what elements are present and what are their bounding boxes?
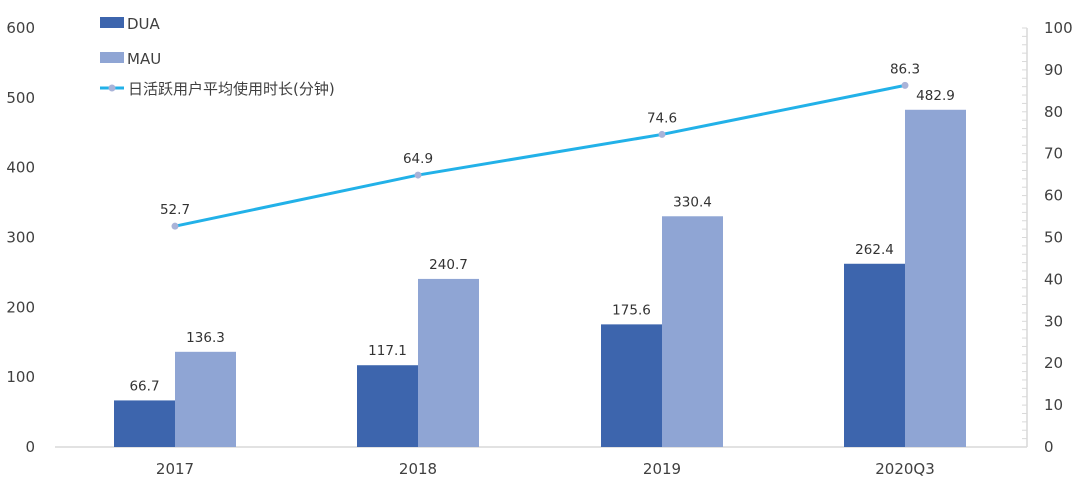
y-right-tick-label: 10 — [1044, 396, 1063, 414]
data-label-mau: 240.7 — [429, 257, 468, 273]
bar-mau — [662, 216, 723, 447]
x-tick-label: 2017 — [156, 460, 194, 478]
y-right-tick-label: 90 — [1044, 61, 1063, 79]
line-marker — [658, 130, 666, 138]
legend-label-line: 日活跃用户平均使用时长(分钟) — [128, 80, 335, 98]
x-tick-label: 2019 — [643, 460, 681, 478]
data-label-line: 52.7 — [160, 202, 190, 218]
data-label-line: 86.3 — [890, 61, 920, 77]
y-left-tick-label: 200 — [6, 298, 35, 316]
data-label-dua: 66.7 — [129, 378, 159, 394]
legend-label-dua: DUA — [127, 15, 161, 33]
y-right-tick-label: 80 — [1044, 103, 1063, 121]
bar-dua — [601, 324, 662, 447]
data-label-dua: 117.1 — [368, 343, 407, 359]
y-left-tick-label: 500 — [6, 89, 35, 107]
y-right-tick-label: 20 — [1044, 354, 1063, 372]
data-label-dua: 175.6 — [612, 302, 651, 318]
bar-mau — [418, 278, 479, 447]
y-right-tick-label: 60 — [1044, 187, 1063, 205]
line-marker — [171, 222, 179, 230]
y-left-tick-label: 0 — [25, 438, 35, 456]
data-label-dua: 262.4 — [855, 242, 894, 258]
data-label-mau: 330.4 — [673, 194, 712, 210]
data-label-mau: 136.3 — [186, 330, 225, 346]
x-tick-label: 2018 — [399, 460, 437, 478]
bars: 66.7 117.1 175.6 262.4 136.3 240.7 330.4 482.9 — [114, 88, 966, 447]
legend-marker-line — [108, 84, 116, 92]
y-right-tick-label: 100 — [1044, 19, 1073, 37]
bar-dua — [114, 400, 175, 447]
y-right-tick-label: 40 — [1044, 270, 1063, 288]
line-marker — [414, 171, 422, 179]
legend: DUA MAU 日活跃用户平均使用时长(分钟) — [100, 15, 335, 98]
data-label-line: 74.6 — [647, 110, 677, 126]
y-right-tick-label: 30 — [1044, 312, 1063, 330]
y-left-tick-label: 400 — [6, 159, 35, 177]
legend-swatch-mau — [100, 52, 124, 63]
data-label-mau: 482.9 — [916, 88, 955, 104]
legend-label-mau: MAU — [127, 50, 161, 68]
bar-dua — [357, 365, 418, 447]
legend-swatch-dua — [100, 17, 124, 28]
y-right-tick-label: 0 — [1044, 438, 1054, 456]
line-path — [174, 83, 906, 228]
line-marker — [901, 81, 909, 89]
line-series: 52.7 64.9 74.6 86.3 — [160, 61, 920, 230]
data-label-line: 64.9 — [403, 151, 433, 167]
bar-dua — [844, 263, 905, 447]
y-left-tick-label: 600 — [6, 19, 35, 37]
y-left-tick-label: 100 — [6, 368, 35, 386]
x-tick-label: 2020Q3 — [875, 460, 935, 478]
y-right-tick-label: 50 — [1044, 229, 1063, 247]
y-right-tick-label: 70 — [1044, 145, 1063, 163]
bar-mau — [175, 351, 236, 447]
bar-mau — [905, 109, 966, 447]
y-left-tick-label: 300 — [6, 229, 35, 247]
